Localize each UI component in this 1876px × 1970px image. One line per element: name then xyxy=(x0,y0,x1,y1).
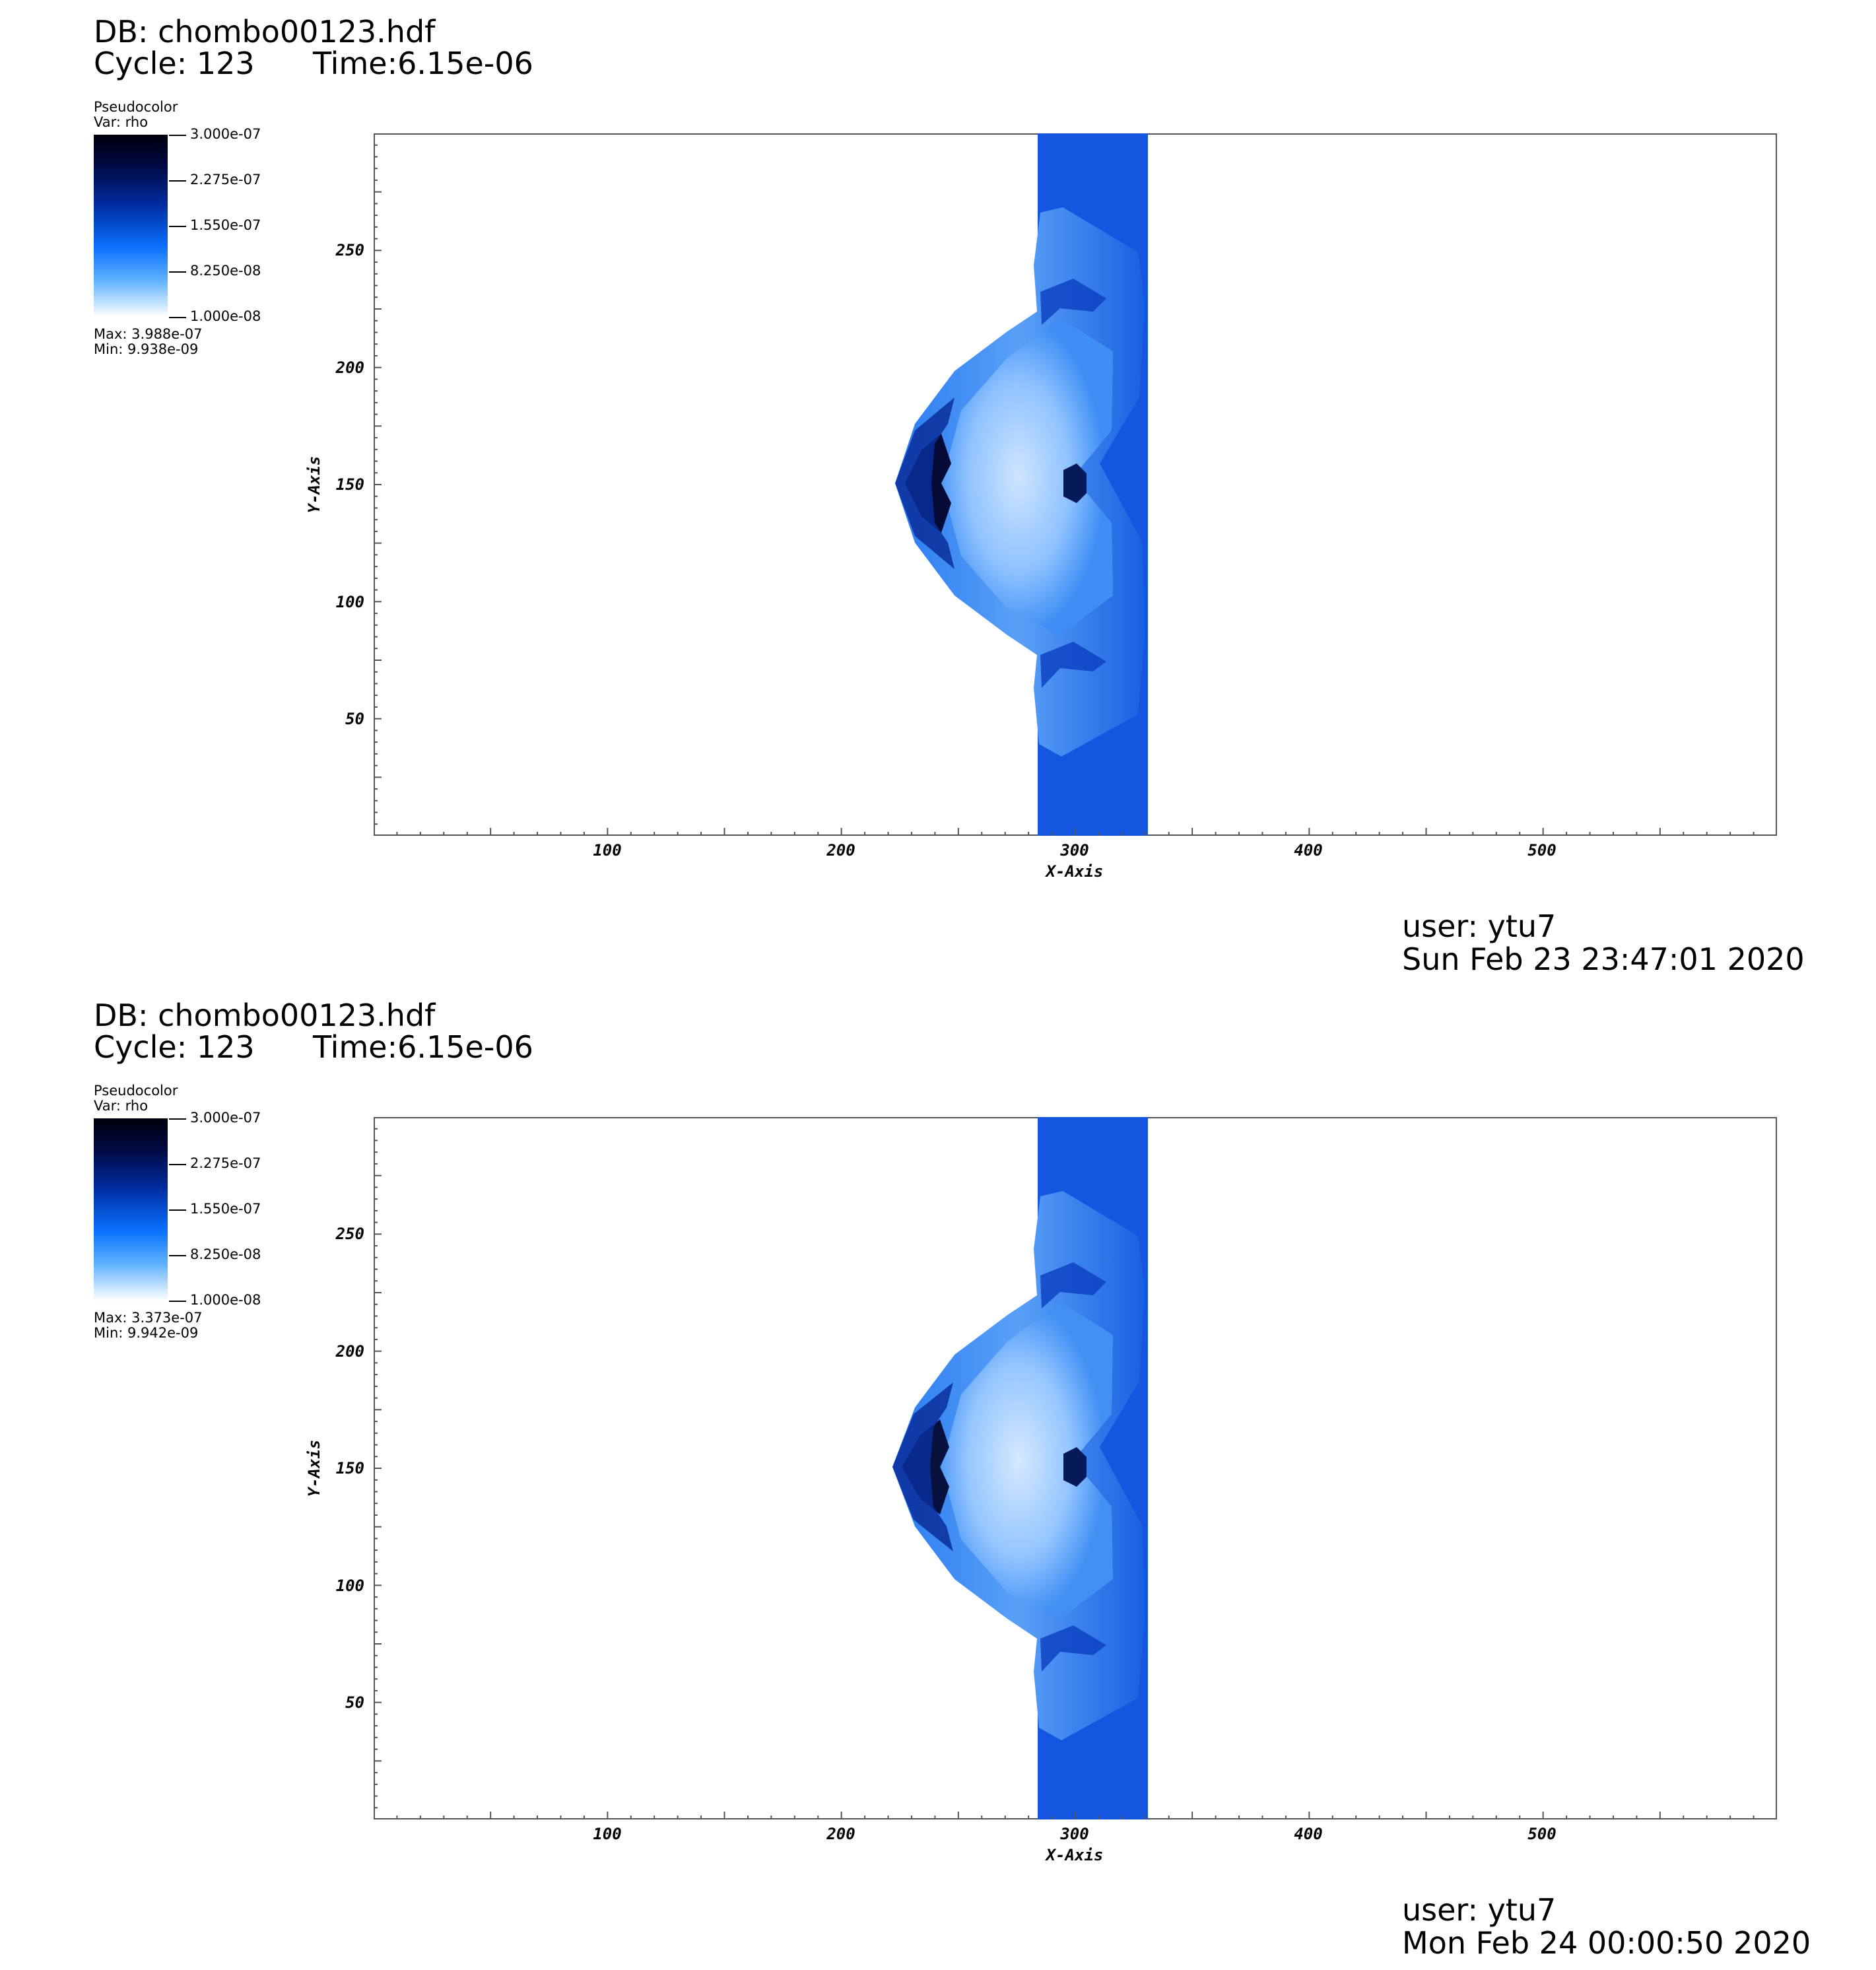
y-axis-title: Y-Axis xyxy=(305,456,323,514)
visit-panel-1: DB: chombo00123.hdf Cycle: 123 Time:6.15e… xyxy=(94,14,1805,977)
x-tick-label: 100 xyxy=(593,841,621,860)
x-tick-label: 400 xyxy=(1294,841,1322,860)
y-tick-label: 250 xyxy=(335,241,364,259)
colorbar xyxy=(94,1118,168,1301)
y-tick-label: 100 xyxy=(336,1577,364,1595)
colorbar-tick-label: 8.250e-08 xyxy=(190,1246,261,1262)
time-label: Time:6.15e-06 xyxy=(313,46,533,81)
shock-front-edge xyxy=(895,397,955,569)
x-tick-label: 100 xyxy=(593,1825,621,1843)
min-label: Min: 9.942e-09 xyxy=(94,1325,199,1341)
colorbar-tick-label: 1.550e-07 xyxy=(190,1201,261,1217)
trailing-vortex xyxy=(1063,463,1087,503)
y-axis-title: Y-Axis xyxy=(305,1440,323,1497)
x-axis-title: X-Axis xyxy=(1045,862,1104,881)
y-ticks xyxy=(374,1128,382,1809)
axes-layer: 100 200 300 400 500 X-Axis 250 200 150 1… xyxy=(305,1128,1755,1864)
colorbar-tick-label: 1.000e-08 xyxy=(190,308,261,324)
colorbar-tick-label: 2.275e-07 xyxy=(190,172,261,187)
x-tick-label: 500 xyxy=(1527,1825,1556,1843)
colorbar-tick xyxy=(169,1255,186,1256)
user-label: user: ytu7 xyxy=(1402,1892,1557,1928)
colorbar-tick-label: 1.550e-07 xyxy=(190,217,261,233)
shock-front-edge xyxy=(892,1382,953,1551)
shock-shell-inner xyxy=(941,318,1113,635)
trailing-vortex xyxy=(1063,1447,1087,1487)
y-tick-label: 100 xyxy=(336,593,364,611)
min-label: Min: 9.938e-09 xyxy=(94,341,199,357)
colorbar-tick xyxy=(169,1164,186,1165)
upper-lobe-dark xyxy=(1040,1262,1106,1308)
variable-label: Var: rho xyxy=(94,114,149,130)
date-label: Sun Feb 23 23:47:01 2020 xyxy=(1402,941,1805,977)
x-axis-title: X-Axis xyxy=(1045,1846,1104,1864)
visit-panel-2: DB: chombo00123.hdf Cycle: 123 Time:6.15e… xyxy=(0,984,1876,1969)
y-tick-label: 150 xyxy=(336,1459,364,1478)
x-tick-label: 200 xyxy=(826,1825,855,1843)
colorbar-tick xyxy=(169,1301,186,1302)
y-tick-label: 50 xyxy=(345,1693,364,1712)
colorbar xyxy=(94,135,168,317)
density-field xyxy=(892,1117,1148,1819)
plot-type-label: Pseudocolor xyxy=(94,1083,178,1099)
max-label: Max: 3.988e-07 xyxy=(94,326,203,342)
database-title: DB: chombo00123.hdf xyxy=(94,998,436,1033)
colorbar-tick-label: 3.000e-07 xyxy=(190,1110,261,1126)
user-label: user: ytu7 xyxy=(1402,908,1557,944)
density-field xyxy=(895,133,1148,836)
colorbar-tick xyxy=(169,1118,186,1120)
lower-lobe-dark xyxy=(1040,642,1106,688)
x-tick-label: 500 xyxy=(1527,841,1556,860)
database-title: DB: chombo00123.hdf xyxy=(94,14,436,50)
y-tick-label: 200 xyxy=(335,1342,364,1361)
colorbar-tick xyxy=(169,1209,186,1211)
colorbar-tick xyxy=(169,271,186,273)
colorbar-tick xyxy=(169,226,186,227)
cycle-time-line: Cycle: 123 Time:6.15e-06 xyxy=(94,1029,533,1065)
x-tick-label: 200 xyxy=(826,841,855,860)
y-ticks xyxy=(374,144,382,825)
lower-lobe-dark xyxy=(1040,1625,1106,1672)
date-label: Mon Feb 24 00:00:50 2020 xyxy=(1402,1925,1811,1961)
axes-layer: 100 200 300 400 500 X-Axis 250 200 150 1… xyxy=(305,144,1755,881)
x-tick-label: 300 xyxy=(1059,841,1089,860)
y-tick-label: 50 xyxy=(345,710,364,728)
x-tick-label: 400 xyxy=(1294,1825,1322,1843)
x-tick-label: 300 xyxy=(1059,1825,1089,1843)
colorbar-tick-label: 2.275e-07 xyxy=(190,1155,261,1171)
colorbar-tick-label: 3.000e-07 xyxy=(190,126,261,142)
max-label: Max: 3.373e-07 xyxy=(94,1310,203,1326)
plot-type-label: Pseudocolor xyxy=(94,99,178,115)
colorbar-tick xyxy=(169,135,186,136)
y-tick-label: 150 xyxy=(336,475,364,494)
x-ticks xyxy=(396,1812,1755,1819)
colorbar-tick xyxy=(169,317,186,318)
cycle-label: Cycle: 123 xyxy=(94,46,255,81)
time-label: Time:6.15e-06 xyxy=(313,1029,533,1065)
y-tick-label: 250 xyxy=(335,1225,364,1243)
y-tick-label: 200 xyxy=(335,358,364,377)
colorbar-tick-label: 8.250e-08 xyxy=(190,263,261,279)
colorbar-tick xyxy=(169,180,186,182)
x-ticks xyxy=(396,828,1755,836)
cycle-label: Cycle: 123 xyxy=(94,1029,255,1065)
shock-shell-inner xyxy=(941,1302,1113,1619)
upper-lobe-dark xyxy=(1040,279,1106,325)
cycle-time-line: Cycle: 123 Time:6.15e-06 xyxy=(94,46,533,81)
colorbar-tick-label: 1.000e-08 xyxy=(190,1292,261,1308)
variable-label: Var: rho xyxy=(94,1098,149,1114)
